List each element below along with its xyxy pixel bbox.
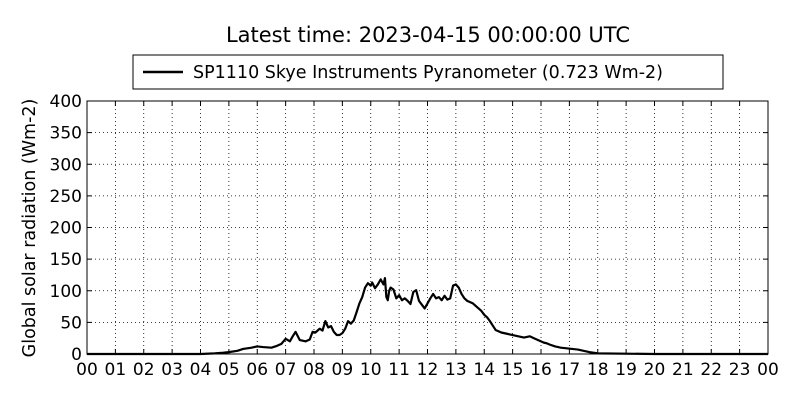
- legend-box: [132, 54, 724, 90]
- y-tick-label: 100: [50, 282, 82, 302]
- x-tick-label: 04: [190, 360, 212, 380]
- x-tick-labels: 00 01 02 03 04 05 06 07 08 09 10 11 12 13 14 15 16 17 18 19…: [76, 360, 779, 380]
- x-tick-label: 16: [530, 360, 552, 380]
- x-tick-label: 19: [615, 360, 637, 380]
- legend: SP1110 Skye Instruments Pyranometer (0.7…: [132, 54, 724, 90]
- x-tick-label: 05: [218, 360, 240, 380]
- y-tick-label: 0: [71, 345, 82, 365]
- x-tick-label: 13: [445, 360, 467, 380]
- plot-frame: [86, 100, 769, 355]
- legend-label: SP1110 Skye Instruments Pyranometer (0.7…: [193, 63, 663, 83]
- series-line-pyranometer: [87, 277, 768, 356]
- x-tick-label: 18: [587, 360, 609, 380]
- x-tick-label: 10: [360, 360, 382, 380]
- y-tick-label: 350: [50, 124, 82, 144]
- x-tick-label: 21: [672, 360, 694, 380]
- x-tick-label: 20: [644, 360, 666, 380]
- x-tick-label: 23: [729, 360, 751, 380]
- x-tick-label: 00: [76, 360, 98, 380]
- x-tick-label: 17: [559, 360, 581, 380]
- y-tick-labels: 0 50 100 150 200 250 300 350 400: [50, 92, 82, 365]
- chart-title: Latest time: 2023-04-15 00:00:00 UTC: [226, 23, 630, 47]
- x-tick-label: 03: [161, 360, 183, 380]
- x-tick-label: 14: [473, 360, 495, 380]
- y-tick-label: 250: [50, 187, 82, 207]
- x-tick-label: 06: [246, 360, 268, 380]
- x-tick-label: 11: [388, 360, 410, 380]
- x-tick-label: 08: [303, 360, 325, 380]
- x-tick-label: 01: [105, 360, 127, 380]
- grid-lines: [87, 101, 768, 354]
- x-tick-label: 15: [502, 360, 524, 380]
- y-tick-label: 400: [50, 92, 82, 112]
- x-tick-label: 07: [275, 360, 297, 380]
- y-axis-label: Global solar radiation (Wm-2): [20, 99, 40, 358]
- y-tick-label: 200: [50, 219, 82, 239]
- y-tick-label: 50: [60, 313, 82, 333]
- x-tick-label: 09: [332, 360, 354, 380]
- y-tick-label: 300: [50, 155, 82, 175]
- y-tick-label: 150: [50, 250, 82, 270]
- x-tick-label: 22: [700, 360, 722, 380]
- x-tick-label: 02: [133, 360, 155, 380]
- x-tick-label: 12: [417, 360, 439, 380]
- x-tick-label: 00: [757, 360, 779, 380]
